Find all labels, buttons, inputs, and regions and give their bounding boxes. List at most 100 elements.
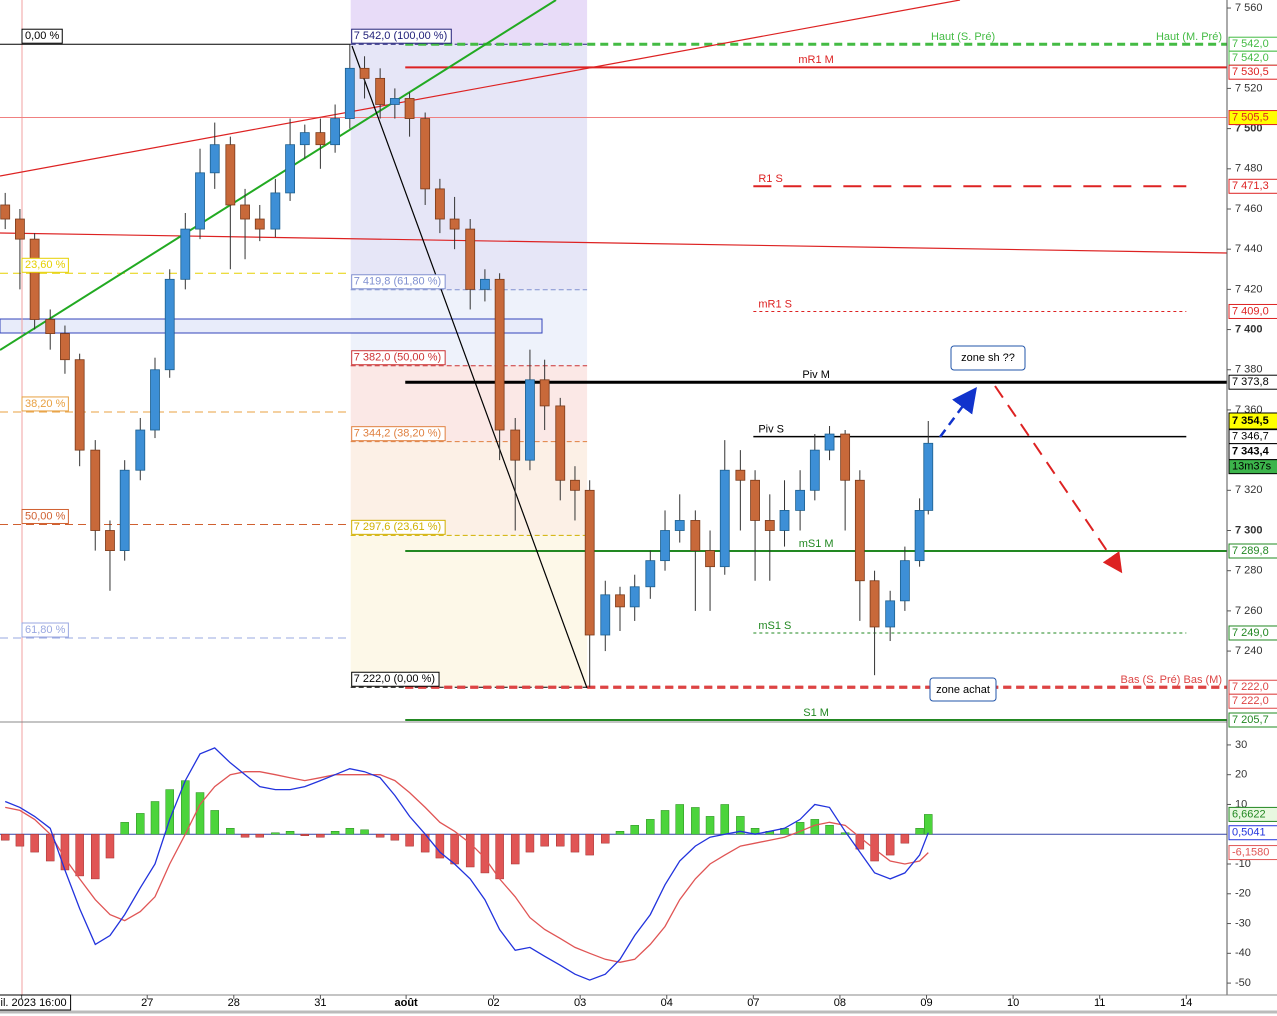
y-tick-label: 7 480 <box>1235 163 1263 175</box>
price-box <box>1228 110 1277 126</box>
candle-body <box>764 520 775 531</box>
price-box-label: 7 409,0 <box>1232 305 1269 317</box>
candle-body <box>315 132 326 146</box>
price-box <box>1228 303 1277 319</box>
annotation: zone achat <box>936 684 990 696</box>
candle-body <box>359 67 370 79</box>
fib-label-box <box>21 396 69 412</box>
histogram-bar <box>120 822 129 835</box>
candle-body <box>434 188 445 220</box>
candle-body <box>60 333 70 361</box>
candle-body <box>719 469 730 568</box>
zones <box>350 0 588 688</box>
price-box-label: 7 542,0 <box>1232 38 1269 50</box>
x-tick-label: 04 <box>661 997 673 1009</box>
fib-label-box <box>351 671 440 687</box>
price-box <box>1228 543 1277 559</box>
candles <box>0 44 934 688</box>
histogram-bar <box>900 833 910 844</box>
histogram-bar <box>0 833 10 841</box>
fib-label-box <box>351 274 446 290</box>
candle-body <box>105 530 115 552</box>
histogram-bar <box>285 831 295 835</box>
arrow <box>994 385 1123 574</box>
level-label: mS1 S <box>758 620 791 632</box>
annotations: zone sh ?? zone achat <box>929 345 1123 702</box>
candle-body <box>750 479 760 521</box>
histogram-bar <box>165 789 174 835</box>
histogram-bar <box>150 801 160 835</box>
fib-label: 7 222,0 (0,00 %) <box>354 673 435 685</box>
candle-body <box>270 192 281 230</box>
y-tick-label: 7 460 <box>1235 203 1263 215</box>
price-box-label: 7 346,7 <box>1232 431 1269 443</box>
y-tick-label: 7 260 <box>1235 605 1263 617</box>
macd-value-box <box>1228 845 1277 861</box>
price-box <box>1228 459 1277 475</box>
trend-line <box>0 0 961 177</box>
candle-body <box>809 449 820 491</box>
trend-line <box>0 0 557 351</box>
fib-label-box <box>351 350 446 366</box>
y-tick-label: 7 320 <box>1235 484 1263 496</box>
histogram-bar <box>226 828 235 835</box>
macd-value-label: -6,1580 <box>1232 846 1269 858</box>
price-box-label: 7 205,7 <box>1232 714 1269 726</box>
level-label: Piv M <box>802 369 830 381</box>
histogram-bar <box>646 819 655 835</box>
price-box <box>1228 625 1277 641</box>
histogram-bar <box>210 810 219 835</box>
histogram-bar <box>675 804 684 835</box>
histogram-bar <box>60 833 70 871</box>
candle-body <box>735 469 746 481</box>
candle-body <box>480 278 490 290</box>
macd-value-box <box>1228 825 1277 841</box>
price-box-label: 7 249,0 <box>1232 627 1269 639</box>
histogram-bar <box>30 833 39 853</box>
histogram-bar <box>555 833 565 847</box>
fib-label: 7 419,8 (61,80 %) <box>354 276 441 288</box>
candle-body <box>660 530 670 562</box>
candle-body <box>74 359 85 451</box>
annotation-box <box>950 345 1026 371</box>
level-label: Haut (S. Pré) <box>931 31 995 43</box>
candle-body <box>29 238 40 320</box>
price-box-label: 7 542,0 <box>1232 52 1269 64</box>
trend-line <box>0 232 1228 254</box>
candle-body <box>330 118 341 146</box>
macd-y-tick-label: 20 <box>1235 769 1247 781</box>
x-tick-label: 03 <box>574 997 586 1009</box>
y-tick-label: 7 400 <box>1235 323 1263 335</box>
candle-body <box>600 594 611 636</box>
macd-value-label: 6,6622 <box>1232 808 1266 820</box>
histogram-bar <box>855 833 865 850</box>
price-box-label: 7 373,8 <box>1232 376 1269 388</box>
histogram-bar <box>720 804 730 835</box>
candle-body <box>135 429 146 471</box>
candle-body <box>570 479 580 491</box>
candle-body <box>525 379 535 461</box>
candle-body <box>615 594 625 608</box>
histogram-bar <box>136 813 145 835</box>
histogram-bar <box>570 833 580 853</box>
macd-y-tick-label: -30 <box>1235 917 1251 929</box>
x-tick-label: 08 <box>834 997 846 1009</box>
histogram-bar <box>885 833 895 856</box>
x-tick-label: 27 <box>141 997 153 1009</box>
fib-label: 7 344,2 (38,20 %) <box>354 428 441 440</box>
candle-body <box>299 132 310 146</box>
histogram-bar <box>240 833 250 838</box>
annotation-box <box>929 677 997 702</box>
price-box <box>1228 712 1277 728</box>
histogram-bar <box>495 833 504 880</box>
candle-body <box>164 278 175 371</box>
histogram-bar <box>915 828 924 835</box>
histogram-bar <box>525 833 535 853</box>
candle-body <box>465 228 476 290</box>
price-box-label: 7 343,4 <box>1232 446 1270 458</box>
fib-label: 7 297,6 (23,61 %) <box>354 521 441 533</box>
macd-value-label: 0,5041 <box>1232 827 1266 839</box>
candle-body <box>705 550 715 568</box>
signal-line <box>5 771 929 963</box>
